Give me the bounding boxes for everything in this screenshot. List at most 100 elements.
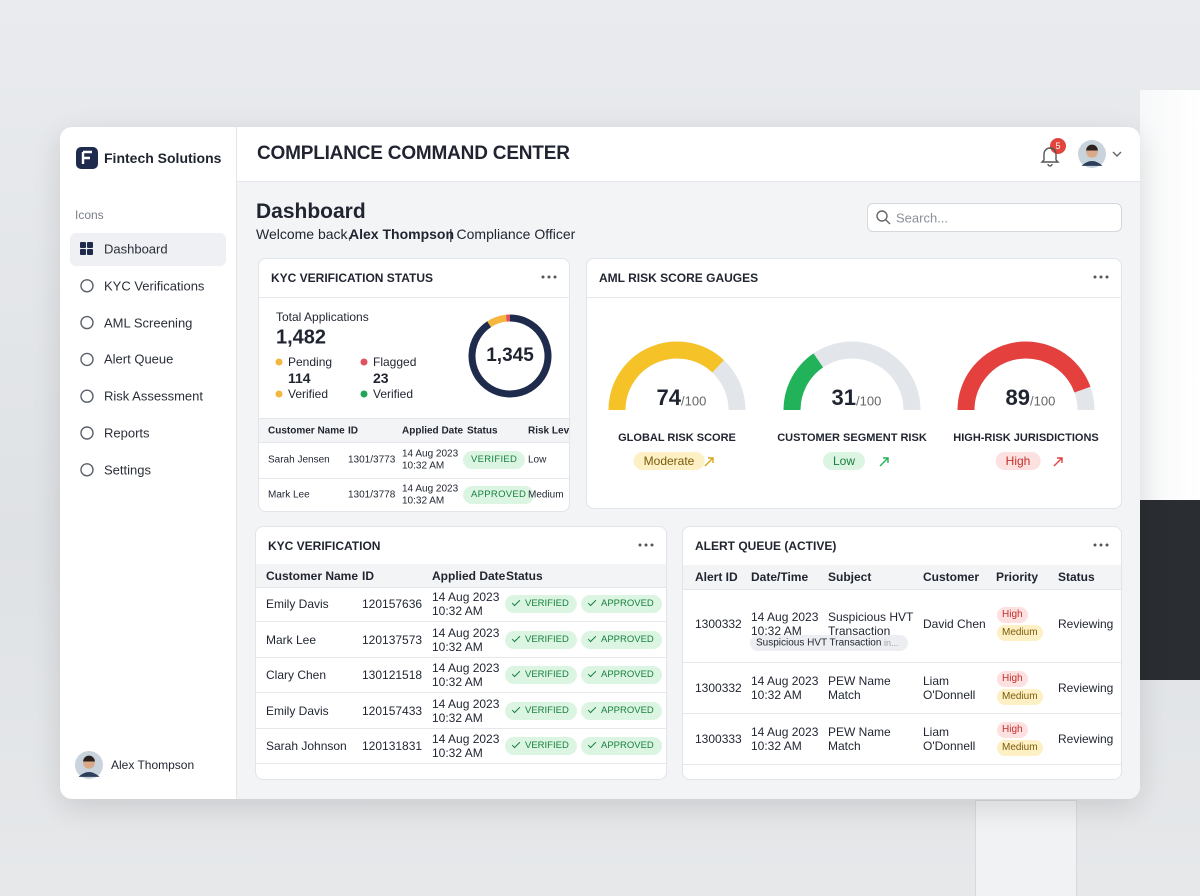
nav-item[interactable]: Settings — [104, 462, 151, 478]
row-divider — [683, 764, 1121, 765]
cell: PEW Name Match — [828, 673, 891, 702]
column-header: Applied Date — [402, 425, 464, 437]
cell: Sarah Johnson — [266, 739, 347, 753]
bell-icon — [1040, 147, 1060, 167]
menu-dot — [1099, 543, 1103, 547]
cell: 10:32 AM — [402, 460, 445, 472]
column-header: ID — [362, 569, 374, 583]
nav-icon — [80, 352, 94, 367]
column-header: Status — [1058, 570, 1095, 584]
row-divider — [683, 662, 1121, 663]
approval-badge: APPROVED — [581, 666, 662, 684]
cabinet — [975, 800, 1077, 896]
cell: Reviewing — [1058, 617, 1114, 631]
gauge-label: HIGH-RISK JURISDICTIONS — [953, 432, 1099, 444]
card-title: ALERT QUEUE (ACTIVE) — [695, 539, 837, 553]
gauge-label: GLOBAL RISK SCORE — [618, 432, 736, 444]
avatar-hair — [1086, 144, 1098, 151]
nav-icon — [80, 249, 86, 255]
subject-tag: Suspicious HVT Transaction — [756, 637, 882, 649]
row-divider — [256, 621, 666, 622]
logo-f — [81, 150, 92, 164]
priority-badge: High — [997, 607, 1028, 623]
risk-level: High — [995, 452, 1041, 470]
cell: Reviewing — [1058, 731, 1114, 746]
menu-dot — [1093, 275, 1097, 279]
notification-count[interactable]: 5 — [1055, 141, 1061, 151]
cell: 14 Aug 2023 — [432, 696, 500, 711]
nav-item[interactable]: Alert Queue — [104, 351, 174, 367]
header-divider — [237, 181, 1140, 182]
column-header: ID — [348, 425, 358, 437]
menu-dot — [644, 543, 648, 547]
gauge-value — [957, 341, 1091, 411]
cell: Low — [528, 454, 547, 466]
menu-dot — [1105, 543, 1109, 547]
priority-badge: High — [997, 670, 1028, 687]
cell: David Chen — [923, 617, 986, 631]
row-divider — [256, 692, 666, 693]
approval-badge: APPROVED — [581, 630, 662, 649]
status-badge: APPROVED — [463, 486, 535, 504]
status-badge: VERIFIED — [505, 630, 577, 649]
approval-badge: APPROVED — [581, 701, 662, 720]
priority-badge: Medium — [997, 739, 1043, 756]
cell: 14 Aug 2023 — [432, 732, 500, 746]
avatar-body — [78, 772, 100, 777]
menu-dot — [547, 275, 551, 279]
nav-item[interactable]: Dashboard — [104, 241, 168, 257]
gauge-value — [783, 353, 824, 411]
priority-badge: High — [997, 721, 1028, 738]
legend-dot — [360, 390, 368, 398]
column-header: Customer Name — [266, 569, 359, 583]
table-header-bg — [256, 564, 666, 588]
cell: 1301/3773 — [348, 454, 396, 466]
legend-dot — [275, 358, 283, 366]
column-header: Status — [467, 425, 498, 437]
status-badge: VERIFIED — [505, 737, 577, 755]
nav-icon — [80, 463, 94, 477]
nav-item[interactable]: Risk Assessment — [104, 388, 203, 404]
cell: 1300332 — [695, 617, 742, 631]
total-label: Total Applications — [276, 310, 369, 324]
priority-badge: Medium — [997, 625, 1043, 641]
menu-dot — [541, 275, 545, 279]
gauge-max: /100 — [856, 393, 882, 409]
cell: Liam O'Donnell — [923, 673, 976, 702]
subject-tag-bg — [750, 635, 908, 651]
cell: 10:32 AM — [432, 710, 483, 725]
total-value: 1,482 — [276, 326, 327, 349]
search-box[interactable] — [867, 203, 1122, 232]
legend-dot — [360, 358, 368, 366]
cell: 120157636 — [362, 597, 423, 611]
row-divider — [256, 727, 666, 729]
trend-arrow — [879, 457, 889, 467]
row-divider — [256, 763, 666, 764]
cell: PEW Name Match — [828, 724, 891, 753]
approval-badge: APPROVED — [581, 595, 662, 613]
nav-icon — [80, 242, 86, 248]
welcome-role: | Compliance Officer — [449, 226, 576, 242]
donut-segment — [468, 314, 552, 398]
menu-dot — [638, 543, 642, 547]
cell: 10:32 AM — [402, 495, 445, 507]
legend-name: Flagged — [373, 355, 417, 369]
nav-item[interactable]: KYC Verifications — [104, 278, 205, 294]
legend-name: Verified — [373, 387, 414, 401]
cell: 14 Aug 2023 — [751, 673, 819, 688]
cell: Clary Chen — [266, 668, 327, 682]
avatar-hair — [83, 755, 95, 762]
nav-item[interactable]: Reports — [104, 425, 150, 441]
nav-icon — [80, 389, 94, 403]
gauge-max: /100 — [1030, 393, 1056, 409]
gauge-number: 89 — [1005, 385, 1030, 410]
card-divider — [258, 297, 570, 298]
nav-item[interactable]: AML Screening — [104, 315, 193, 331]
cell: 10:32 AM — [751, 738, 802, 753]
cell: 130121518 — [362, 668, 423, 682]
cell: 120137573 — [362, 632, 423, 647]
sidebar-section: Icons — [75, 208, 104, 222]
